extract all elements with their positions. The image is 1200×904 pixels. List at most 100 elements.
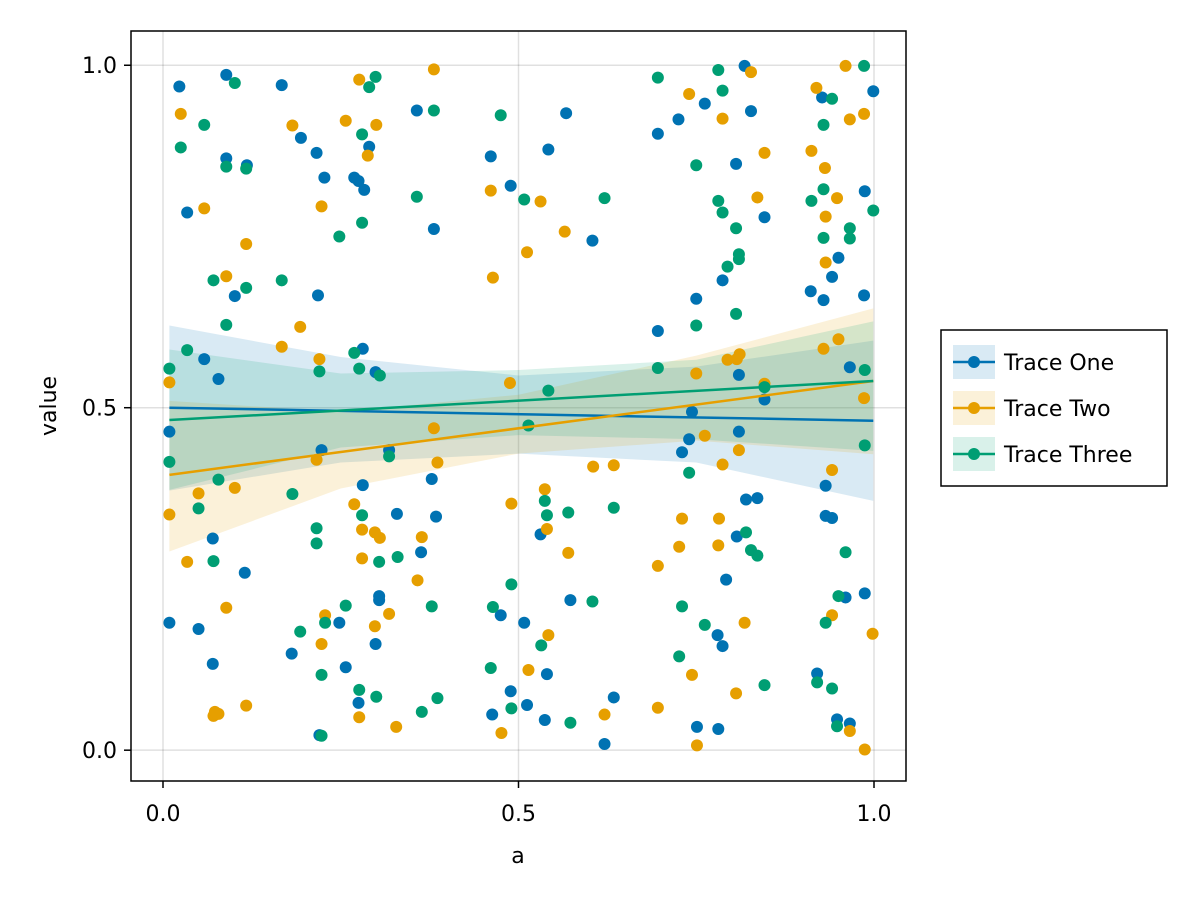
- fit-line-series-1: [169, 406, 874, 422]
- scatter-point-series-3: [858, 59, 871, 72]
- scatter-point-series-2: [805, 144, 818, 157]
- scatter-point-series-3: [698, 618, 711, 631]
- scatter-point-series-3: [240, 162, 253, 175]
- scatter-point-series-3: [535, 639, 548, 652]
- scatter-point-series-3: [542, 384, 555, 397]
- scatter-point-series-2: [505, 497, 518, 510]
- scatter-point-series-3: [740, 526, 753, 539]
- scatter-point-series-1: [542, 143, 555, 156]
- scatter-point-series-3: [538, 494, 551, 507]
- scatter-point-series-1: [858, 185, 871, 198]
- scatter-point-series-3: [315, 668, 328, 681]
- scatter-point-series-3: [192, 502, 205, 515]
- scatter-point-series-3: [683, 466, 696, 479]
- scatter-point-series-1: [698, 97, 711, 110]
- scatter-point-series-2: [521, 246, 534, 259]
- scatter-point-series-1: [732, 425, 745, 438]
- scatter-point-series-3: [690, 159, 703, 172]
- scatter-point-series-3: [294, 625, 307, 638]
- scatter-point-series-2: [353, 711, 366, 724]
- scatter-point-series-1: [333, 616, 346, 629]
- scatter-point-series-2: [286, 119, 299, 132]
- scatter-point-series-2: [858, 107, 871, 120]
- scatter-point-series-2: [240, 238, 253, 251]
- scatter-point-series-2: [866, 627, 879, 640]
- scatter-point-series-2: [353, 73, 366, 86]
- scatter-point-series-3: [207, 274, 220, 287]
- scatter-point-series-2: [220, 601, 233, 614]
- scatter-point-series-2: [745, 66, 757, 79]
- scatter-point-series-1: [311, 289, 324, 302]
- scatter-point-series-2: [607, 459, 620, 472]
- x-axis-label: a: [511, 844, 524, 869]
- scatter-point-series-1: [745, 105, 757, 118]
- legend-label: Trace Three: [1003, 443, 1132, 468]
- scatter-point-series-2: [738, 616, 751, 629]
- scatter-point-series-1: [730, 530, 743, 543]
- scatter-point-series-3: [484, 661, 497, 674]
- scatter-point-series-2: [733, 348, 746, 361]
- scatter-point-series-2: [713, 512, 726, 525]
- scatter-point-series-3: [564, 716, 577, 729]
- scatter-point-series-1: [427, 222, 440, 235]
- legend-label: Trace One: [1003, 351, 1114, 376]
- scatter-point-series-1: [484, 150, 497, 163]
- scatter-point-series-1: [804, 285, 817, 298]
- confidence-bands: [169, 308, 874, 552]
- legend-swatch-marker: [968, 448, 980, 460]
- scatter-point-series-2: [598, 708, 611, 721]
- y-tick-label: 0.5: [82, 397, 117, 422]
- scatter-point-series-1: [339, 661, 352, 674]
- scatter-point-series-1: [486, 708, 499, 721]
- scatter-point-series-3: [651, 71, 664, 84]
- scatter-point-series-2: [484, 184, 497, 197]
- scatter-point-series-3: [505, 702, 518, 715]
- scatter-point-series-1: [390, 507, 403, 520]
- legend: Trace One Trace Two Trace Three: [940, 329, 1168, 487]
- scatter-point-series-3: [207, 555, 220, 568]
- scatter-point-series-3: [712, 64, 725, 77]
- scatter-point-series-1: [758, 211, 771, 224]
- scatter-point-series-1: [410, 104, 423, 117]
- scatter-point-series-3: [540, 509, 553, 522]
- legend-swatch-marker: [968, 402, 980, 414]
- scatter-point-series-1: [238, 566, 251, 579]
- scatter-point-series-2: [858, 743, 871, 756]
- scatter-point-series-2: [683, 88, 696, 101]
- scatter-point-series-2: [758, 146, 771, 159]
- scatter-point-series-1: [751, 492, 764, 505]
- scatter-point-series-2: [721, 353, 734, 366]
- scatter-point-series-3: [356, 509, 369, 522]
- scatter-point-series-3: [817, 231, 830, 244]
- scatter-point-series-2: [370, 118, 383, 131]
- scatter-point-series-2: [212, 707, 225, 720]
- scatter-point-series-3: [275, 274, 288, 287]
- scatter-point-series-3: [163, 455, 176, 468]
- scatter-point-series-3: [174, 141, 187, 154]
- scatter-point-series-2: [315, 638, 328, 651]
- scatter-point-series-2: [411, 574, 424, 587]
- scatter-point-series-3: [415, 705, 428, 718]
- scatter-point-series-2: [651, 559, 664, 572]
- scatter-point-series-2: [181, 555, 194, 568]
- scatter-point-series-3: [716, 84, 729, 97]
- scatter-point-series-3: [313, 365, 326, 378]
- scatter-point-series-3: [220, 318, 233, 331]
- scatter-point-series-2: [522, 664, 535, 677]
- scatter-point-series-3: [826, 682, 839, 695]
- scatter-point-series-1: [560, 107, 573, 120]
- scatter-point-series-2: [240, 699, 253, 712]
- scatter-point-series-3: [858, 364, 871, 377]
- scatter-point-series-1: [732, 368, 745, 381]
- scatter-point-series-2: [294, 320, 307, 333]
- scatter-point-series-2: [486, 271, 499, 284]
- scatter-point-series-2: [690, 739, 703, 752]
- scatter-point-series-2: [542, 629, 555, 642]
- scatter-point-series-1: [163, 616, 176, 629]
- scatter-point-series-2: [503, 377, 516, 390]
- fit-line-series-2: [169, 379, 874, 477]
- scatter-point-series-1: [352, 696, 365, 709]
- scatter-point-series-1: [843, 361, 856, 374]
- scatter-point-series-1: [318, 171, 331, 184]
